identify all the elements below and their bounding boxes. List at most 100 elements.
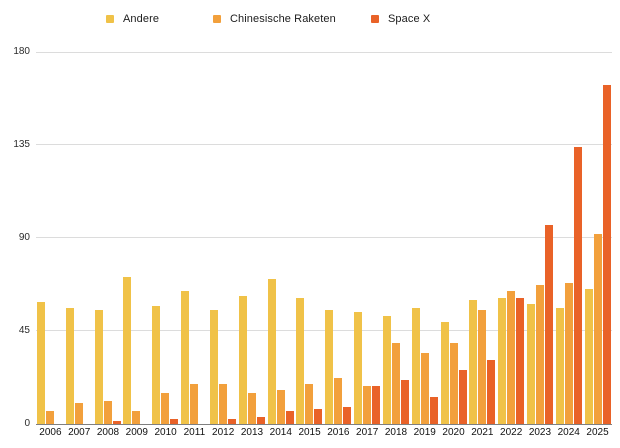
bar-chinesische-raketen-2020 [449,343,458,424]
bar-group-2012 [209,52,236,424]
legend-label-andere: Andere [123,13,160,25]
x-tick-label-2020: 2020 [442,427,465,438]
bar-group-2016 [325,52,352,424]
bar-andere-2011 [181,291,190,424]
x-tick-label-2010: 2010 [154,427,177,438]
legend-item-space-x: Space X [371,13,430,25]
bar-group-2008 [94,52,121,424]
bar-chinesische-raketen-2023 [536,285,545,424]
bar-space-x-2020 [458,369,467,424]
bar-chinesische-raketen-2022 [507,291,516,424]
bar-group-2010 [152,52,179,424]
bar-group-2013 [238,52,265,424]
bar-chinesische-raketen-2012 [218,384,227,424]
x-tick-label-2024: 2024 [557,427,580,438]
bar-space-x-2016 [343,407,352,424]
bar-andere-2022 [498,297,507,424]
x-tick-label-2008: 2008 [96,427,120,438]
x-axis: 2006 2007 2008 2009 2010 2011 2012 2013 2014 2015… [36,427,612,438]
legend-swatch-chinesische-raketen [213,15,221,23]
x-tick-label-2011: 2011 [183,427,206,438]
y-tick-label-0: 0 [24,417,30,429]
gridline-135 [36,144,612,146]
bar-space-x-2008 [112,421,121,424]
bar-space-x-2022 [516,297,525,424]
bar-group-2009 [123,52,149,424]
bar-group-2018 [382,52,409,424]
bar-chinesische-raketen-2015 [305,384,314,424]
bar-andere-2013 [238,295,247,424]
legend-item-andere: Andere [106,13,159,25]
bar-andere-2021 [469,299,478,424]
x-tick-label-2006: 2006 [39,427,62,438]
bar-space-x-2013 [256,417,265,424]
bar-group-2006 [37,52,63,424]
bar-group-2020 [440,52,467,424]
legend-label-chinesische-raketen: Chinesische Raketen [230,13,336,25]
bar-andere-2006 [37,301,45,424]
y-axis: 0 45 90 135 180 [0,0,30,448]
legend-swatch-andere [106,15,114,23]
bar-group-2007 [65,52,92,424]
bar-group-2017 [354,52,381,424]
bar-chinesische-raketen-2008 [103,400,112,424]
bar-andere-2008 [94,310,103,424]
x-tick-label-2021: 2021 [471,427,494,438]
y-tick-label-45: 45 [18,324,30,336]
x-tick-label-2007: 2007 [68,427,91,438]
bar-chinesische-raketen-2009 [132,411,141,424]
bar-group-2022 [498,52,525,424]
x-tick-label-2015: 2015 [298,427,321,438]
bar-chinesische-raketen-2016 [334,378,343,424]
bar-andere-2023 [527,303,536,424]
bar-space-x-2010 [170,419,179,424]
bar-space-x-2023 [545,225,554,424]
bar-space-x-2014 [285,411,294,424]
y-tick-label-90: 90 [18,231,30,243]
bar-space-x-2015 [314,409,323,424]
bar-andere-2020 [440,322,449,424]
bar-andere-2010 [152,305,161,424]
bar-andere-2009 [123,276,132,424]
bar-space-x-2017 [372,386,381,424]
bar-group-2023 [527,52,554,424]
bar-groups [37,52,611,424]
x-tick-label-2018: 2018 [384,427,408,438]
bar-chinesische-raketen-2013 [247,392,256,424]
bar-andere-2007 [65,307,74,424]
gridline-45 [36,330,612,332]
y-tick-label-135: 135 [13,138,30,150]
x-tick-label-2019: 2019 [413,427,436,438]
bar-andere-2016 [325,310,334,424]
bar-andere-2025 [584,289,593,424]
bar-chinesische-raketen-2007 [74,402,83,424]
bar-space-x-2012 [227,419,236,424]
gridline-180 [36,51,612,53]
x-tick-label-2022: 2022 [500,427,523,438]
bar-group-2015 [296,52,323,424]
y-tick-label-180: 180 [13,46,30,57]
x-tick-label-2025: 2025 [586,427,609,438]
bar-andere-2012 [209,310,218,424]
bar-andere-2019 [411,307,420,424]
bar-space-x-2019 [429,396,438,424]
bar-chinesische-raketen-2014 [276,390,285,424]
bar-andere-2015 [296,297,305,424]
x-tick-label-2013: 2013 [240,427,264,438]
bar-group-2021 [469,52,496,424]
bar-chinesische-raketen-2021 [478,310,487,424]
bar-chinesische-raketen-2024 [564,283,573,424]
x-tick-label-2009: 2009 [125,427,148,438]
legend-swatch-space-x [371,15,379,23]
bar-group-2011 [181,52,207,424]
x-tick-label-2012: 2012 [212,427,235,438]
x-tick-label-2017: 2017 [356,427,379,438]
bar-space-x-2024 [573,146,582,424]
bar-chinesische-raketen-2017 [363,386,372,424]
legend-item-chinesische-raketen: Chinesische Raketen [213,13,336,25]
bar-andere-2014 [267,279,276,424]
x-tick-label-2023: 2023 [528,427,552,438]
x-tick-label-2016: 2016 [327,427,350,438]
bar-group-2019 [411,52,438,424]
